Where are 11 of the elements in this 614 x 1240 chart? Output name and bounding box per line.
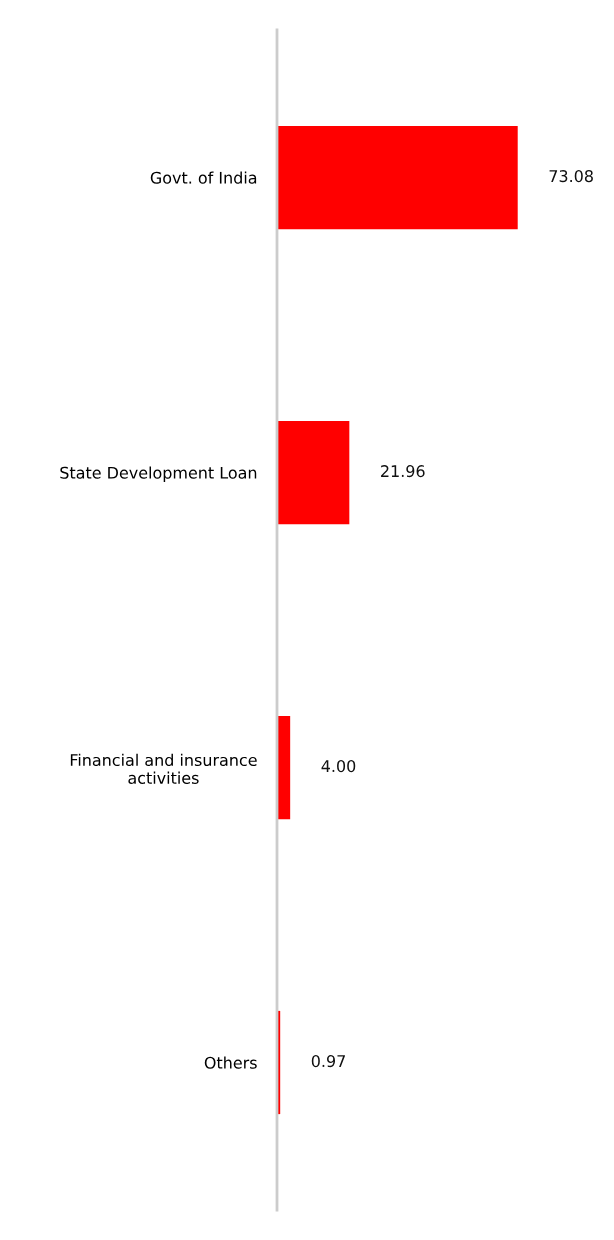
data-label: 0.97 xyxy=(311,1055,345,1068)
data-label: 21.96 xyxy=(381,465,425,478)
data-label: 4.00 xyxy=(321,760,356,773)
bar xyxy=(277,420,350,525)
y-tick-label: Govt. of India xyxy=(150,171,257,184)
y-tick-label: State Development Loan xyxy=(60,466,257,482)
data-label: 73.08 xyxy=(549,170,593,183)
bar xyxy=(277,715,291,820)
y-tick-label: Others xyxy=(204,1056,257,1069)
bar xyxy=(277,125,518,230)
y-tick-label: Financial and insurance activities xyxy=(70,753,257,784)
